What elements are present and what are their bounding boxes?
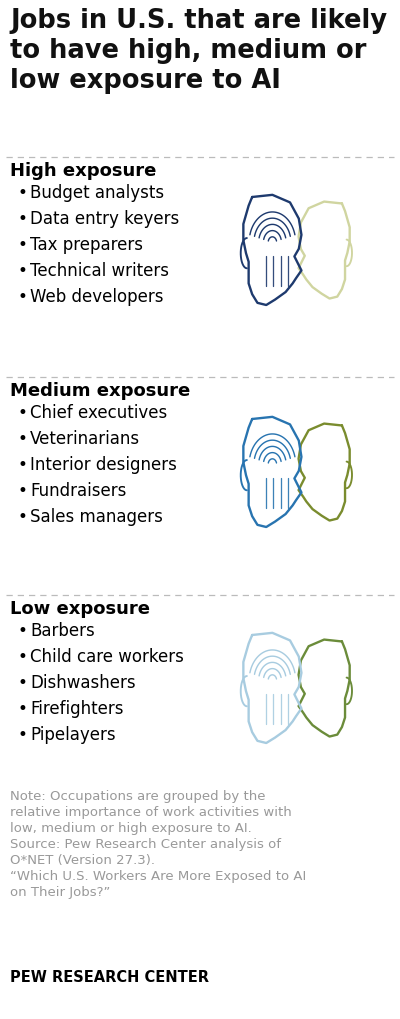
- Text: •: •: [18, 726, 28, 743]
- Text: O*NET (Version 27.3).: O*NET (Version 27.3).: [10, 853, 155, 866]
- Text: Medium exposure: Medium exposure: [10, 382, 190, 399]
- Text: •: •: [18, 699, 28, 717]
- Text: •: •: [18, 455, 28, 474]
- Text: Child care workers: Child care workers: [30, 647, 184, 665]
- Text: Jobs in U.S. that are likely: Jobs in U.S. that are likely: [10, 8, 387, 34]
- Text: on Their Jobs?”: on Their Jobs?”: [10, 886, 110, 898]
- Text: •: •: [18, 262, 28, 280]
- Text: Web developers: Web developers: [30, 287, 164, 306]
- Text: •: •: [18, 482, 28, 499]
- Text: •: •: [18, 404, 28, 422]
- Text: •: •: [18, 507, 28, 526]
- Text: PEW RESEARCH CENTER: PEW RESEARCH CENTER: [10, 969, 209, 984]
- Text: Data entry keyers: Data entry keyers: [30, 210, 179, 228]
- Text: •: •: [18, 210, 28, 228]
- Text: Source: Pew Research Center analysis of: Source: Pew Research Center analysis of: [10, 838, 281, 850]
- Text: Dishwashers: Dishwashers: [30, 674, 136, 691]
- Text: •: •: [18, 430, 28, 447]
- Text: low, medium or high exposure to AI.: low, medium or high exposure to AI.: [10, 821, 252, 835]
- Text: •: •: [18, 235, 28, 254]
- Text: Note: Occupations are grouped by the: Note: Occupations are grouped by the: [10, 790, 266, 802]
- Text: relative importance of work activities with: relative importance of work activities w…: [10, 805, 292, 818]
- Text: •: •: [18, 622, 28, 639]
- Text: “Which U.S. Workers Are More Exposed to AI: “Which U.S. Workers Are More Exposed to …: [10, 869, 306, 882]
- Text: Fundraisers: Fundraisers: [30, 482, 126, 499]
- Text: Pipelayers: Pipelayers: [30, 726, 116, 743]
- Text: Technical writers: Technical writers: [30, 262, 169, 280]
- Text: •: •: [18, 183, 28, 202]
- Text: •: •: [18, 287, 28, 306]
- Text: Tax preparers: Tax preparers: [30, 235, 143, 254]
- Text: •: •: [18, 674, 28, 691]
- Text: to have high, medium or: to have high, medium or: [10, 38, 366, 64]
- Text: •: •: [18, 647, 28, 665]
- Text: Firefighters: Firefighters: [30, 699, 124, 717]
- Text: Barbers: Barbers: [30, 622, 95, 639]
- Text: Sales managers: Sales managers: [30, 507, 163, 526]
- Text: Interior designers: Interior designers: [30, 455, 177, 474]
- Text: Veterinarians: Veterinarians: [30, 430, 140, 447]
- Text: low exposure to AI: low exposure to AI: [10, 68, 281, 94]
- Text: High exposure: High exposure: [10, 162, 156, 179]
- Text: Chief executives: Chief executives: [30, 404, 167, 422]
- Text: Low exposure: Low exposure: [10, 599, 150, 618]
- Text: Budget analysts: Budget analysts: [30, 183, 164, 202]
